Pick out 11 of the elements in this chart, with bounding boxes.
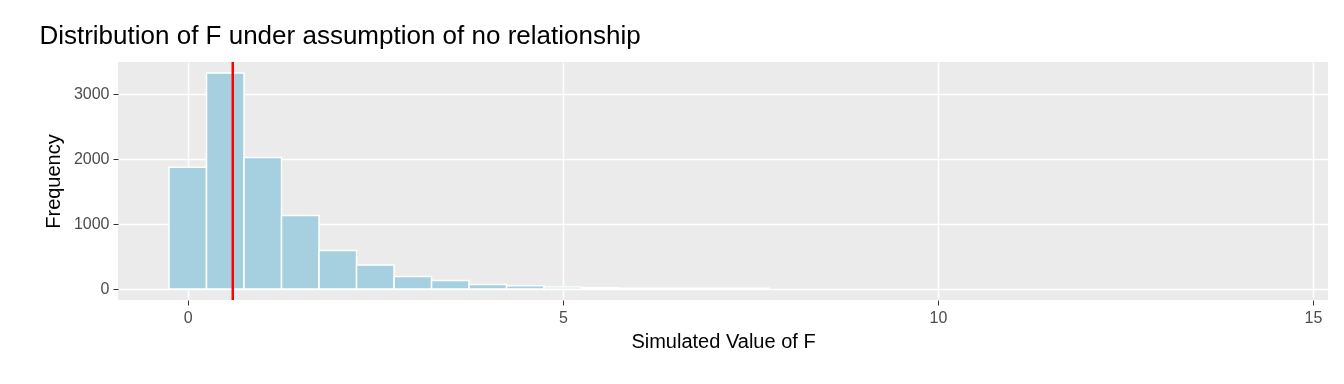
y-tick-label: 2000: [73, 150, 110, 168]
x-tick-label: 15: [1304, 308, 1323, 326]
x-tick-label: 0: [183, 308, 193, 326]
chart-title: Distribution of F under assumption of no relationship: [39, 19, 641, 50]
y-tick-label: 1000: [73, 215, 110, 233]
y-tick-label: 3000: [73, 85, 110, 103]
y-tick-label: 0: [100, 280, 110, 298]
x-tick-label: 10: [929, 308, 948, 326]
y-axis-title: Frequency: [41, 134, 64, 229]
x-axis-title: Simulated Value of F: [631, 329, 816, 352]
x-tick-label: 5: [558, 308, 568, 326]
